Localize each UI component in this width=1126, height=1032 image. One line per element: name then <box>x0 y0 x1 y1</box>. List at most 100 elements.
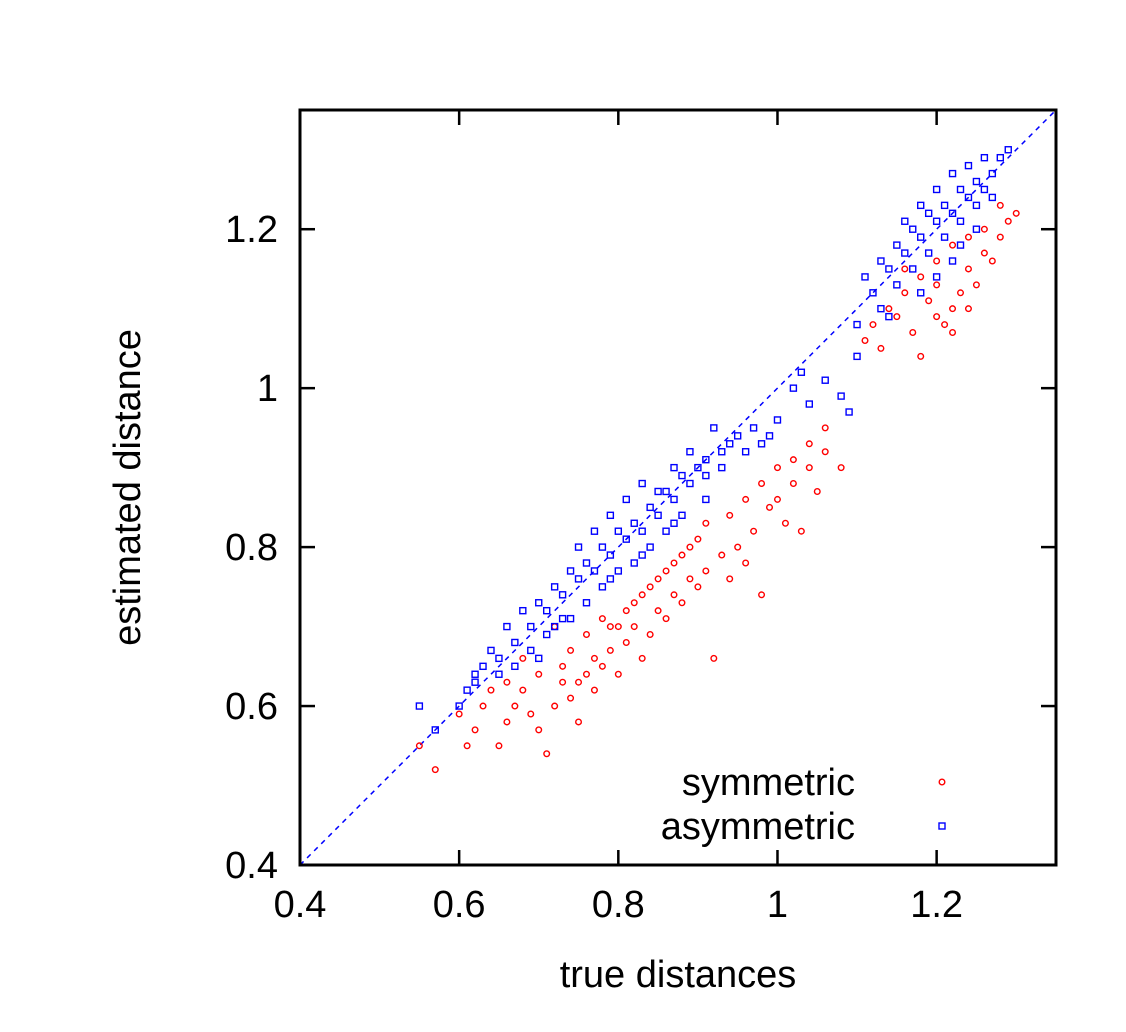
asymmetric-point <box>845 408 853 416</box>
symmetric-point <box>766 503 774 511</box>
symmetric-point <box>734 543 742 551</box>
asymmetric-point <box>972 177 981 186</box>
symmetric-point <box>567 694 575 702</box>
symmetric-point <box>917 273 925 281</box>
legend-label-asymmetric: asymmetric <box>661 806 855 848</box>
legend-symmetric-marker <box>938 778 946 786</box>
tick-labels: 0.4 0.6 0.8 1 1.2 0.4 0.6 0.8 1 1.2 <box>225 209 963 926</box>
y-tick-label: 0.4 <box>225 845 278 887</box>
asymmetric-point <box>702 455 710 464</box>
y-tick-label: 0.6 <box>225 686 278 728</box>
symmetric-point <box>972 281 980 289</box>
asymmetric-point <box>805 400 814 408</box>
symmetric-point <box>964 265 972 273</box>
asymmetric-point <box>917 201 925 210</box>
asymmetric-point <box>535 599 543 607</box>
asymmetric-point <box>598 583 607 591</box>
asymmetric-point <box>638 479 646 488</box>
symmetric-point <box>590 654 598 662</box>
symmetric-point <box>781 519 789 527</box>
asymmetric-point <box>503 622 511 631</box>
asymmetric-point <box>869 289 877 297</box>
asymmetric-point <box>710 424 718 432</box>
asymmetric-point <box>702 495 710 504</box>
symmetric-point <box>925 297 933 305</box>
asymmetric-point <box>917 289 925 297</box>
symmetric-point <box>805 464 813 472</box>
asymmetric-point <box>861 273 869 281</box>
symmetric-point <box>670 559 678 567</box>
symmetric-point <box>710 654 718 662</box>
symmetric-point <box>638 591 646 599</box>
asymmetric-point <box>614 527 623 535</box>
symmetric-point <box>559 678 567 686</box>
symmetric-point <box>988 257 996 265</box>
asymmetric-point <box>956 185 965 194</box>
symmetric-point <box>614 623 622 631</box>
asymmetric-point <box>566 567 575 575</box>
asymmetric-point <box>694 463 702 472</box>
asymmetric-point <box>670 519 678 527</box>
asymmetric-point <box>495 670 503 678</box>
symmetric-point <box>1012 209 1020 217</box>
symmetric-point <box>582 631 590 639</box>
y-tick-label: 1.2 <box>225 209 278 251</box>
symmetric-point <box>789 456 797 464</box>
symmetric-point <box>949 329 957 337</box>
asymmetric-point <box>542 630 551 639</box>
asymmetric-point <box>749 424 758 432</box>
symmetric-point <box>933 257 941 265</box>
asymmetric-point <box>463 686 471 694</box>
symmetric-point <box>901 289 909 297</box>
symmetric-point <box>941 321 949 329</box>
asymmetric-point <box>948 169 957 178</box>
symmetric-point <box>654 575 662 583</box>
asymmetric-point <box>924 249 933 257</box>
symmetric-point <box>869 321 877 329</box>
asymmetric-point <box>893 281 901 289</box>
asymmetric-point <box>566 614 575 623</box>
symmetric-point <box>1004 217 1012 225</box>
symmetric-point <box>654 607 662 615</box>
symmetric-point <box>630 623 638 631</box>
asymmetric-point <box>662 487 670 496</box>
symmetric-point <box>479 702 487 710</box>
asymmetric-point <box>606 551 615 559</box>
asymmetric-point <box>527 622 535 631</box>
asymmetric-point <box>885 265 893 273</box>
symmetric-point <box>758 480 766 488</box>
symmetric-point <box>885 305 893 313</box>
series-symmetric <box>415 201 1020 774</box>
asymmetric-point <box>670 495 678 504</box>
symmetric-point <box>582 670 590 678</box>
x-tick-label: 1.2 <box>910 884 963 926</box>
asymmetric-point <box>646 543 654 551</box>
series-layer <box>415 146 1020 774</box>
asymmetric-point <box>733 432 742 440</box>
symmetric-point <box>519 686 527 694</box>
symmetric-point <box>559 662 567 670</box>
asymmetric-point <box>932 185 941 194</box>
symmetric-point <box>742 495 750 503</box>
asymmetric-point <box>718 463 726 472</box>
symmetric-point <box>726 575 734 583</box>
symmetric-point <box>662 615 670 623</box>
asymmetric-point <box>511 638 519 647</box>
legend-asymmetric-marker <box>938 822 946 830</box>
asymmetric-point <box>654 487 662 496</box>
x-axis-label: true distances <box>560 954 797 996</box>
symmetric-point <box>503 678 511 686</box>
asymmetric-point <box>574 543 583 551</box>
symmetric-point <box>933 313 941 321</box>
asymmetric-point <box>853 320 861 329</box>
asymmetric-point <box>940 201 949 210</box>
symmetric-point <box>455 710 463 718</box>
symmetric-point <box>949 305 957 313</box>
asymmetric-point <box>853 352 861 361</box>
asymmetric-point <box>606 511 615 520</box>
symmetric-point <box>630 599 638 607</box>
asymmetric-point <box>622 535 630 543</box>
symmetric-point <box>964 233 972 241</box>
symmetric-point <box>789 480 797 488</box>
symmetric-point <box>527 710 535 718</box>
